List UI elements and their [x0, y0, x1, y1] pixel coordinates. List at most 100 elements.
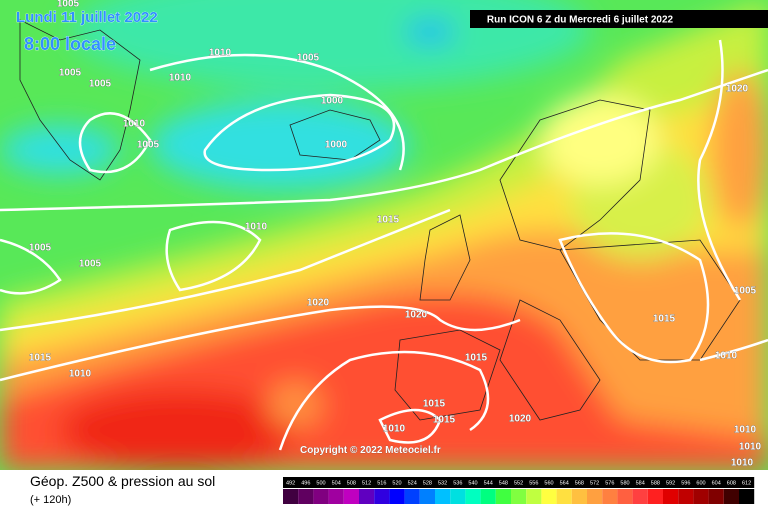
lead-time: (+ 120h) — [30, 494, 71, 506]
scale-label: 580 — [620, 480, 629, 486]
scale-cell — [647, 489, 663, 504]
forecast-time: 8:00 locale — [24, 34, 116, 54]
scale-label: 596 — [681, 480, 690, 486]
copyright: Copyright © 2022 Meteociel.fr — [300, 445, 441, 456]
scale-cell — [602, 489, 618, 504]
scale-cell — [678, 489, 694, 504]
scale-cell — [328, 489, 344, 504]
scale-background — [283, 477, 755, 488]
isobar-label: 1005 — [137, 140, 160, 151]
scale-cell — [526, 489, 542, 504]
scale-cell — [739, 489, 755, 504]
isobar-label: 1015 — [29, 353, 52, 364]
scale-cell — [663, 489, 679, 504]
scale-label: 556 — [529, 480, 538, 486]
footer-title: Géop. Z500 & pression au sol — [30, 473, 215, 489]
isobar-label: 1005 — [79, 259, 102, 270]
scale-cell — [480, 489, 496, 504]
scale-label: 548 — [499, 480, 508, 486]
scale-cell — [587, 489, 603, 504]
isobar-label: 1015 — [423, 399, 446, 410]
isobar-label: 1010 — [69, 369, 92, 380]
scale-cell — [556, 489, 572, 504]
scale-cell — [298, 489, 314, 504]
isobar-label: 1010 — [383, 424, 406, 435]
isobar-label: 1020 — [307, 298, 330, 309]
scale-cell — [419, 489, 435, 504]
scale-label: 584 — [636, 480, 645, 486]
forecast-date: Lundi 11 juillet 2022 — [16, 9, 158, 26]
scale-label: 528 — [423, 480, 432, 486]
scale-cell — [541, 489, 557, 504]
isobar-label: 1015 — [433, 415, 456, 426]
isobar-label: 1010 — [715, 351, 738, 362]
scale-cell — [617, 489, 633, 504]
scale-cell — [723, 489, 739, 504]
isobar-label: 1010 — [123, 119, 146, 130]
scale-cell — [374, 489, 390, 504]
scale-cell — [313, 489, 329, 504]
isobar-label: 1005 — [57, 0, 80, 10]
scale-cell — [343, 489, 359, 504]
isobar-label: 1020 — [726, 84, 749, 95]
scale-label: 564 — [560, 480, 569, 486]
isobar-label: 1010 — [169, 73, 192, 84]
isobar-label: 1015 — [653, 314, 676, 325]
scale-label: 524 — [408, 480, 417, 486]
scale-label: 552 — [514, 480, 523, 486]
isobar-label: 1005 — [29, 243, 52, 254]
isobar-label: 1005 — [59, 68, 82, 79]
scale-label: 492 — [286, 480, 295, 486]
geopotential-field — [0, 0, 768, 470]
scale-cell — [389, 489, 405, 504]
run-info: Run ICON 6 Z du Mercredi 6 juillet 2022 — [487, 15, 674, 26]
scale-cell — [495, 489, 511, 504]
scale-label: 512 — [362, 480, 371, 486]
isobar-label: 1000 — [325, 140, 348, 151]
isobar-label: 1010 — [245, 222, 268, 233]
scale-label: 588 — [651, 480, 660, 486]
scale-cell — [450, 489, 466, 504]
scale-label: 500 — [316, 480, 325, 486]
isobars — [0, 39, 768, 451]
scale-label: 520 — [392, 480, 401, 486]
scale-cell — [465, 489, 481, 504]
scale-label: 612 — [742, 480, 751, 486]
isobar-label: 1015 — [465, 353, 488, 364]
scale-label: 600 — [696, 480, 705, 486]
scale-label: 544 — [484, 480, 493, 486]
isobar-label: 1015 — [377, 215, 400, 226]
scale-cell — [708, 489, 724, 504]
scale-label: 508 — [347, 480, 356, 486]
scale-cell — [435, 489, 451, 504]
isobar-label: 1010 — [731, 458, 754, 469]
scale-cell — [359, 489, 375, 504]
scale-cell — [511, 489, 527, 504]
scale-label: 516 — [377, 480, 386, 486]
run-banner — [470, 10, 768, 28]
scale-label: 560 — [544, 480, 553, 486]
scale-cell — [404, 489, 420, 504]
scale-cell — [571, 489, 587, 504]
scale-cell — [693, 489, 709, 504]
isobar-label: 1020 — [405, 310, 428, 321]
isobar-label: 1000 — [321, 96, 344, 107]
isobar-label: 1010 — [739, 442, 762, 453]
scale-label: 504 — [332, 480, 341, 486]
scale-label: 576 — [605, 480, 614, 486]
isobar-label: 1010 — [734, 425, 757, 436]
scale-label: 604 — [712, 480, 721, 486]
color-scale: 492 496 500 504 508 512 516 520 524 528 532 536 540 5… — [283, 477, 755, 504]
isobar-label: 1010 — [209, 48, 232, 59]
scale-label: 532 — [438, 480, 447, 486]
scale-label: 572 — [590, 480, 599, 486]
scale-label: 536 — [453, 480, 462, 486]
scale-label: 568 — [575, 480, 584, 486]
isobar-label: 1005 — [734, 286, 757, 297]
isobar-label: 1020 — [509, 414, 532, 425]
isobar-labels: 1005 1010 1005 1005 1010 1005 1000 1010 1005 1000… — [29, 0, 762, 469]
isobar-label: 1005 — [297, 53, 320, 64]
scale-cell — [283, 489, 299, 504]
scale-label: 540 — [468, 480, 477, 486]
